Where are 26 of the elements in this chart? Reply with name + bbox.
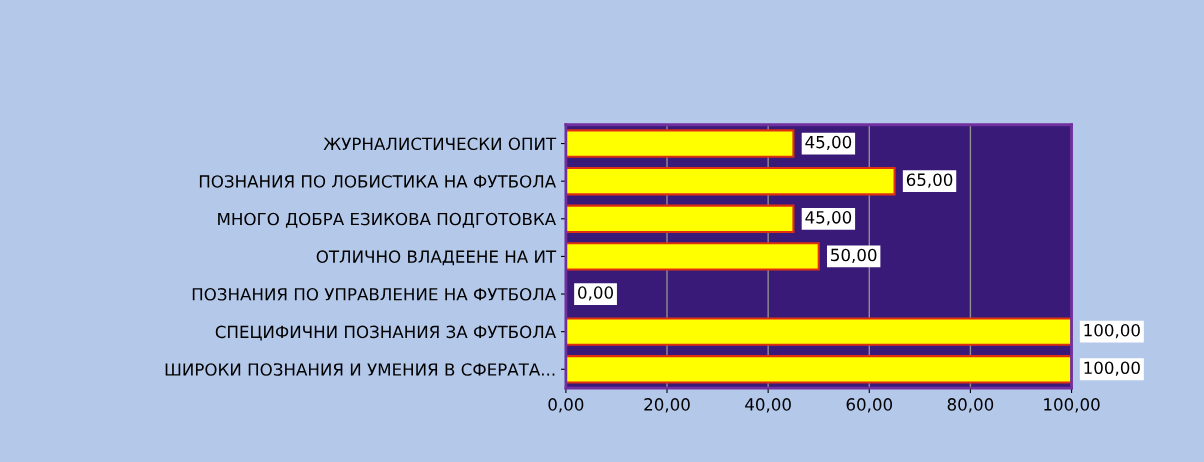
y-tick-label: ШИРОКИ ПОЗНАНИЯ И УМЕНИЯ В СФЕРАТА... [165,363,555,376]
data-label: 50,00 [831,248,877,263]
data-label: 45,00 [805,135,852,151]
y-tick-label: ОТЛИЧНО ВЛАДЕЕНЕ НА ИТ [316,250,557,266]
data-label: 100,00 [1084,361,1140,376]
y-tick-label: ПОЗНАНИЯ ПО УПРАВЛЕНИЕ НА ФУТБОЛА [192,287,557,301]
x-tick-label: 100,00 [1044,398,1100,413]
bar [565,355,1072,384]
bar [565,129,795,158]
y-tick-label: ПОЗНАНИЯ ПО ЛОБИСТИКА НА ФУТБОЛА [199,175,557,188]
bar [565,242,820,271]
data-label: 65,00 [906,173,953,188]
x-tick-label: 0,00 [548,398,584,413]
data-label: 100,00 [1084,323,1140,339]
data-label: 45,00 [805,211,852,226]
x-tick-label: 80,00 [947,398,994,413]
x-tick-label: 40,00 [745,398,791,413]
y-tick-label: СПЕЦИФИЧНИ ПОЗНАНИЯ ЗА ФУТБОЛА [215,325,557,341]
x-tick-label: 60,00 [846,398,893,413]
y-tick-label: МНОГО ДОБРА ЕЗИКОВА ПОДГОТОВКА [218,212,557,228]
x-tick-label: 20,00 [644,398,690,413]
bar [565,166,896,196]
bar [565,204,795,233]
y-tick-label: ЖУРНАЛИСТИЧЕСКИ ОПИТ [323,137,557,151]
bar [565,317,1072,346]
data-label: 0,00 [578,286,613,301]
